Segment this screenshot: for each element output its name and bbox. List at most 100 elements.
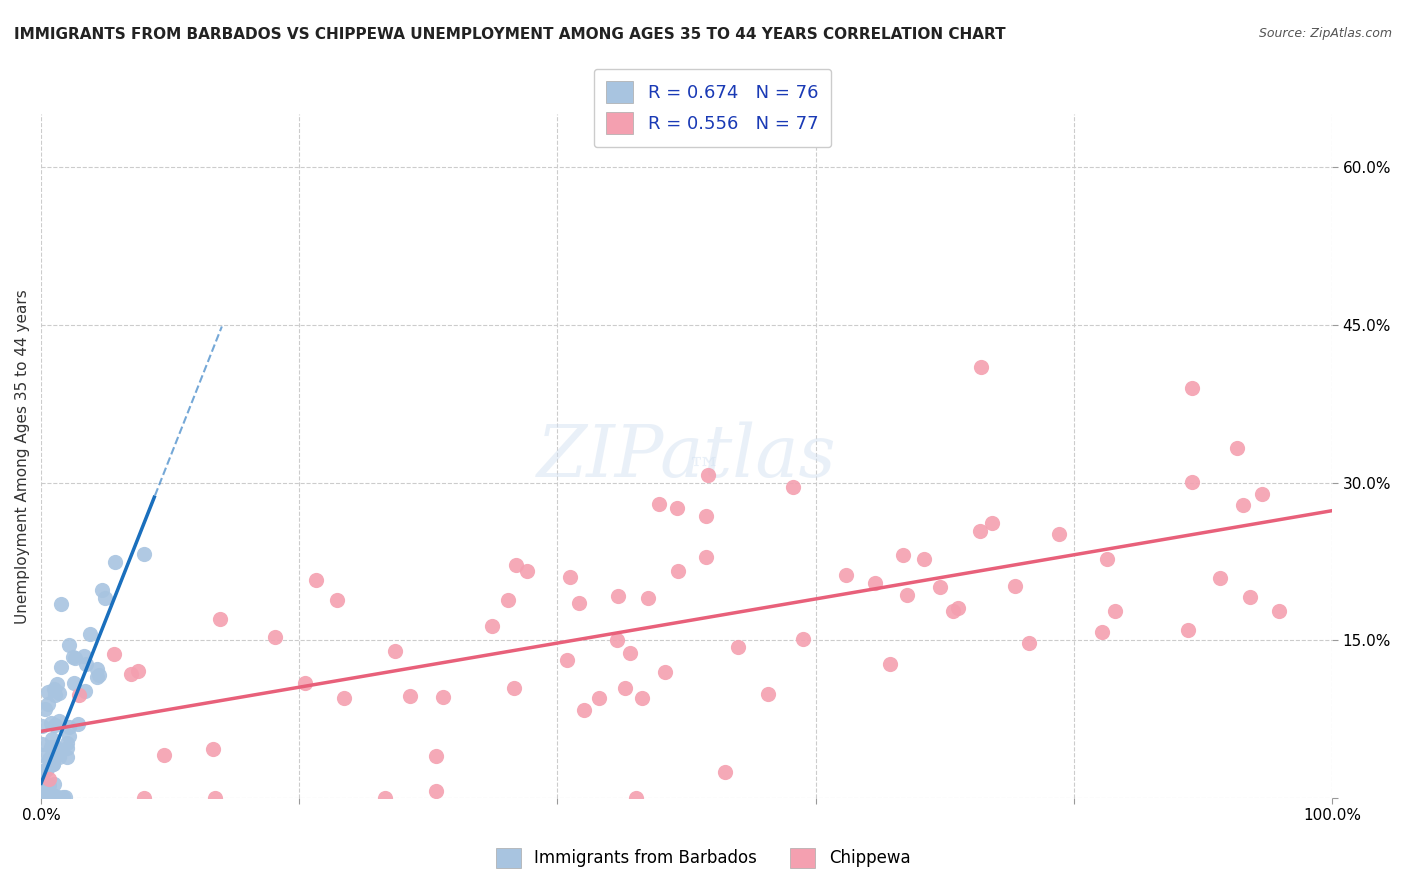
Point — [481, 619, 503, 633]
Point — [1232, 498, 1254, 512]
Point — [568, 596, 591, 610]
Point — [34, 790, 56, 805]
Point — [32, 790, 55, 805]
Point — [696, 468, 718, 483]
Point — [574, 703, 596, 717]
Point — [695, 550, 717, 565]
Point — [42, 756, 65, 771]
Y-axis label: Unemployment Among Ages 35 to 44 years: Unemployment Among Ages 35 to 44 years — [15, 289, 30, 624]
Point — [63, 650, 86, 665]
Point — [1095, 551, 1118, 566]
Point — [42, 756, 65, 771]
Point — [55, 740, 77, 755]
Point — [49, 660, 72, 674]
Point — [1181, 475, 1204, 490]
Point — [942, 604, 965, 618]
Point — [516, 564, 538, 578]
Point — [727, 640, 749, 655]
Point — [294, 676, 316, 690]
Point — [42, 790, 65, 805]
Point — [63, 676, 86, 690]
Point — [425, 784, 447, 798]
Point — [45, 677, 67, 691]
Point — [879, 657, 901, 672]
Point — [37, 790, 59, 805]
Point — [42, 754, 65, 768]
Point — [48, 749, 70, 764]
Point — [666, 564, 689, 578]
Point — [42, 776, 65, 790]
Point — [86, 662, 108, 676]
Point — [79, 627, 101, 641]
Point — [35, 762, 58, 776]
Point — [104, 555, 127, 569]
Point — [58, 720, 80, 734]
Point — [42, 746, 65, 760]
Point — [665, 501, 688, 516]
Point — [1239, 590, 1261, 604]
Point — [152, 747, 174, 762]
Point — [863, 575, 886, 590]
Point — [1004, 579, 1026, 593]
Point — [58, 638, 80, 652]
Point — [970, 359, 993, 374]
Point — [981, 516, 1004, 530]
Point — [648, 497, 671, 511]
Point — [1091, 624, 1114, 639]
Point — [46, 790, 69, 805]
Point — [38, 752, 60, 766]
Point — [37, 684, 59, 698]
Point — [41, 790, 63, 805]
Text: Source: ZipAtlas.com: Source: ZipAtlas.com — [1258, 27, 1392, 40]
Point — [31, 785, 53, 799]
Point — [62, 650, 84, 665]
Point — [44, 739, 66, 754]
Point — [1047, 526, 1070, 541]
Point — [72, 648, 94, 663]
Point — [127, 665, 149, 679]
Point — [132, 791, 155, 805]
Point — [41, 790, 63, 805]
Point — [714, 764, 737, 779]
Point — [35, 790, 58, 805]
Point — [558, 569, 581, 583]
Point — [73, 684, 96, 698]
Point — [425, 749, 447, 764]
Point — [929, 580, 952, 594]
Point — [34, 702, 56, 716]
Point — [89, 667, 111, 681]
Point — [782, 480, 804, 494]
Point — [1267, 603, 1289, 617]
Point — [67, 688, 90, 702]
Point — [496, 593, 519, 607]
Legend: Immigrants from Barbados, Chippewa: Immigrants from Barbados, Chippewa — [489, 841, 917, 875]
Point — [58, 729, 80, 743]
Point — [1226, 441, 1249, 455]
Point — [948, 601, 970, 615]
Point — [912, 552, 935, 566]
Point — [45, 744, 67, 758]
Point — [332, 690, 354, 705]
Point — [263, 631, 285, 645]
Point — [48, 714, 70, 729]
Point — [399, 690, 422, 704]
Point — [606, 589, 628, 603]
Point — [505, 558, 527, 572]
Point — [49, 597, 72, 611]
Point — [38, 772, 60, 786]
Point — [208, 612, 231, 626]
Point — [41, 790, 63, 805]
Point — [969, 524, 991, 539]
Point — [695, 508, 717, 523]
Point — [31, 748, 53, 763]
Point — [91, 583, 114, 598]
Point — [55, 749, 77, 764]
Point — [756, 687, 779, 701]
Point — [44, 681, 66, 696]
Point — [606, 633, 628, 648]
Point — [49, 743, 72, 757]
Point — [37, 790, 59, 805]
Point — [34, 764, 56, 779]
Point — [31, 781, 53, 796]
Point — [44, 718, 66, 732]
